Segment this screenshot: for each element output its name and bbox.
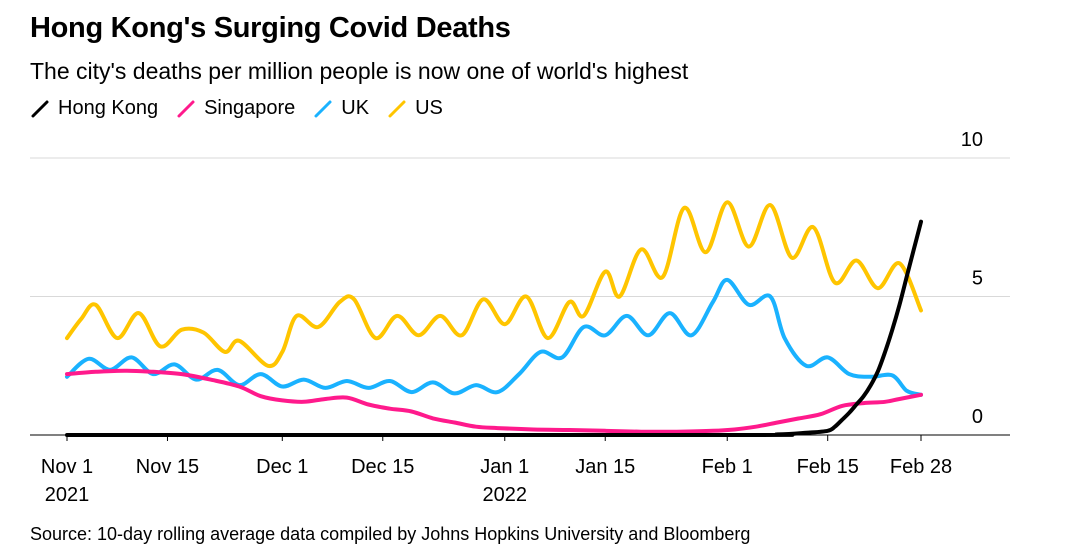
x-tick-label: Dec 15 — [351, 456, 414, 478]
series-line-us — [65, 200, 923, 369]
y-tick-label: 5 — [972, 268, 983, 290]
series-line-hong-kong — [65, 219, 923, 438]
legend-item-uk: UK — [313, 97, 369, 120]
legend-label: US — [415, 97, 443, 119]
source-note: Source: 10-day rolling average data comp… — [30, 524, 751, 544]
legend-line-icon — [177, 100, 195, 117]
x-tick-label: Jan 15 — [575, 456, 635, 478]
x-tick-label: Nov 1 — [41, 456, 93, 478]
line-chart: 0 5 10 Nov 1 2021 Nov 15 Dec 1 Dec 15 Jan 1 2022 J… — [30, 129, 1010, 506]
x-tick-year-label: 2021 — [45, 484, 90, 506]
y-tick-label: 10 — [961, 129, 983, 151]
x-tick-year-label: 2022 — [483, 484, 528, 506]
legend-swatch-line — [314, 100, 332, 117]
x-tick-label: Dec 1 — [256, 456, 308, 478]
chart-legend: Hong Kong Singapore UK US — [30, 97, 461, 120]
legend-item-singapore: Singapore — [176, 97, 295, 120]
legend-swatch-line — [31, 100, 49, 117]
x-tick-label: Feb 28 — [890, 456, 952, 478]
legend-item-hong-kong: Hong Kong — [30, 97, 158, 120]
y-tick-label: 0 — [972, 406, 983, 428]
series-line-singapore — [65, 368, 923, 434]
x-tick-label: Jan 1 — [480, 456, 529, 478]
legend-label: UK — [341, 97, 370, 119]
legend-line-icon — [31, 100, 49, 117]
x-tick-label: Feb 15 — [797, 456, 859, 478]
chart-subtitle: The city's deaths per million people is … — [30, 58, 689, 84]
series-line-uk — [65, 277, 923, 397]
legend-label: Hong Kong — [58, 97, 159, 119]
legend-swatch-line — [388, 100, 406, 117]
legend-line-icon — [388, 100, 406, 117]
x-tick-label: Nov 15 — [136, 456, 199, 478]
legend-item-us: US — [387, 97, 443, 120]
legend-swatch-line — [177, 100, 195, 117]
x-tick-label: Feb 1 — [702, 456, 753, 478]
chart-title: Hong Kong's Surging Covid Deaths — [30, 12, 511, 44]
legend-label: Singapore — [204, 97, 296, 119]
legend-line-icon — [314, 100, 332, 117]
